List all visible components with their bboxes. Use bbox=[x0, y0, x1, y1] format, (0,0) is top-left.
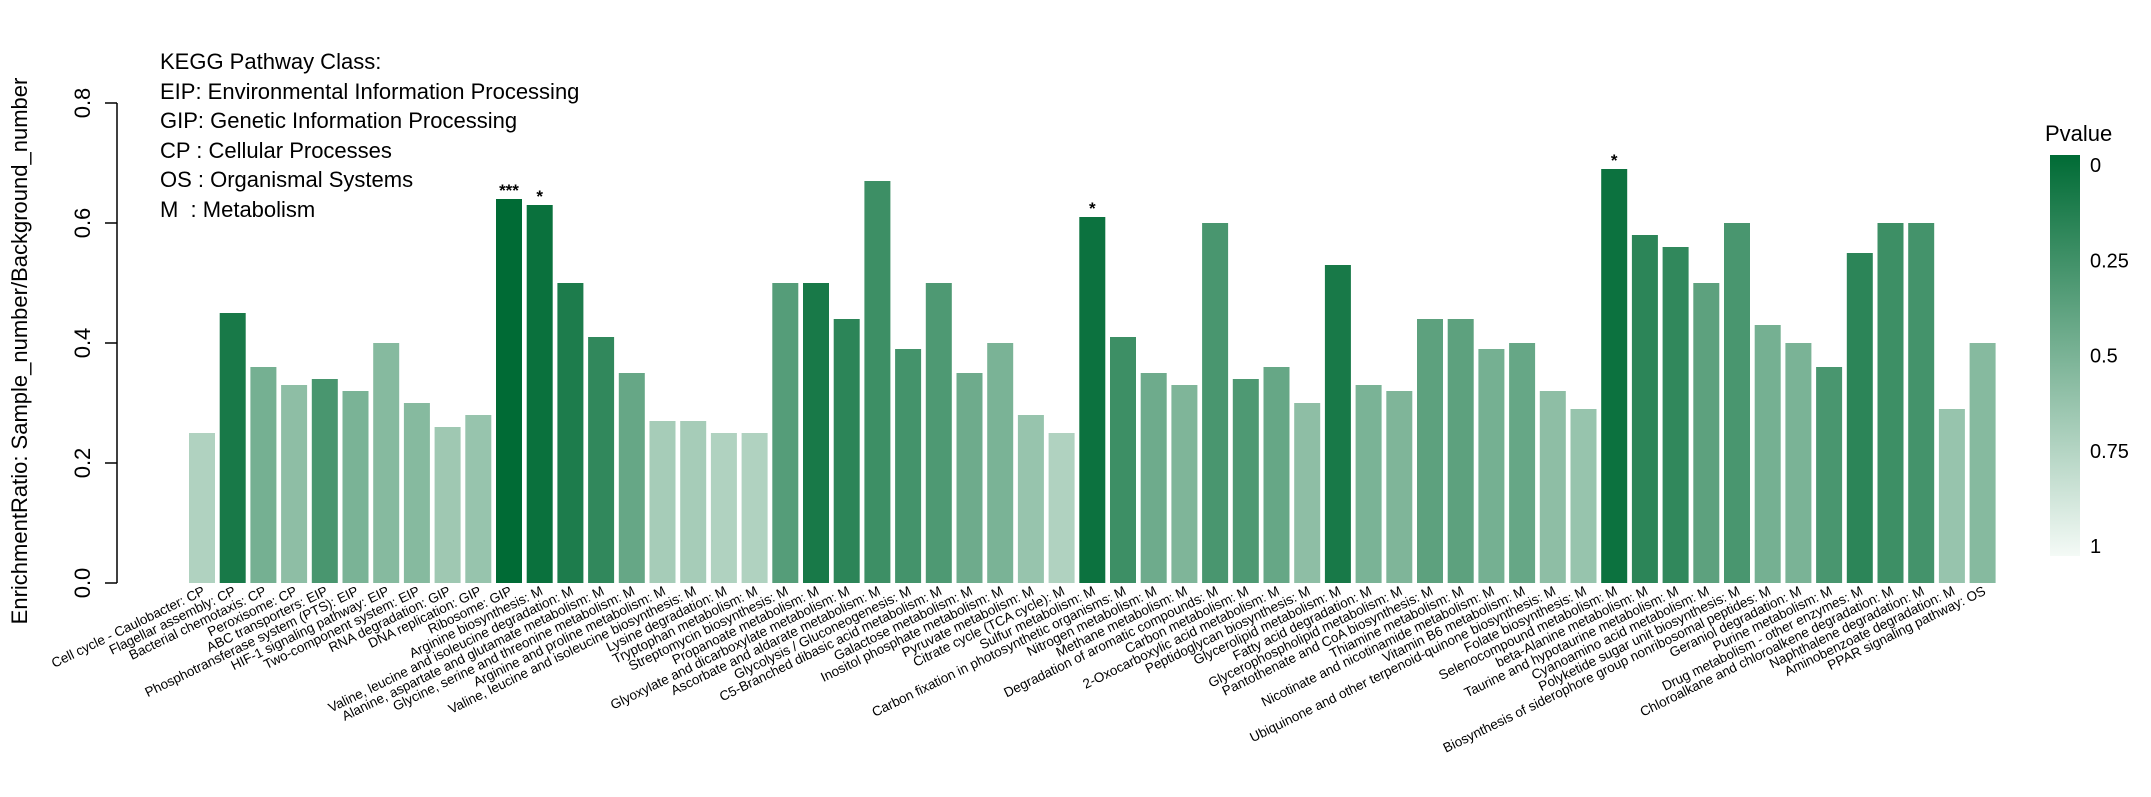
significance-markers: *** *** bbox=[499, 151, 1618, 218]
bar bbox=[1324, 265, 1351, 583]
y-tick-label: 0.2 bbox=[70, 448, 95, 479]
colorbar-tick-label: 1 bbox=[2090, 536, 2101, 558]
bar bbox=[895, 349, 922, 583]
significance-star: * bbox=[536, 187, 543, 206]
bar bbox=[1724, 223, 1750, 583]
pvalue-colorbar: Pvalue 0 0.25 0.5 0.75 1 bbox=[2045, 121, 2129, 558]
colorbar-tick-label: 0.5 bbox=[2090, 346, 2118, 368]
legend-entry-gip: GIP: Genetic Information Processing bbox=[160, 108, 518, 133]
legend-entry-eip: EIP: Environmental Information Processin… bbox=[160, 78, 580, 104]
significance-star: * bbox=[1089, 199, 1096, 218]
bar bbox=[987, 343, 1014, 583]
bar bbox=[311, 379, 338, 583]
bar bbox=[1171, 385, 1198, 583]
bar bbox=[1601, 169, 1628, 583]
colorbar-gradient bbox=[2050, 155, 2080, 556]
colorbar-tick-label: 0.25 bbox=[2090, 250, 2129, 272]
legend-entry-cp: CP : Cellular Processes bbox=[160, 137, 392, 163]
y-axis-label: EnrichmentRatio: Sample_number/Backgroun… bbox=[7, 78, 32, 625]
bar bbox=[250, 367, 277, 583]
bar bbox=[1693, 283, 1720, 583]
bar bbox=[1631, 235, 1658, 583]
bar bbox=[1017, 415, 1044, 583]
bar bbox=[1877, 223, 1904, 583]
bar bbox=[1908, 223, 1935, 583]
bar bbox=[1969, 343, 1996, 583]
y-tick-label: 0.4 bbox=[70, 328, 95, 359]
bar bbox=[1846, 253, 1873, 583]
bar bbox=[1048, 433, 1075, 583]
bar bbox=[189, 433, 215, 583]
bar bbox=[1447, 319, 1474, 583]
bar bbox=[1785, 343, 1812, 583]
colorbar-tick-label: 0.75 bbox=[2090, 441, 2129, 463]
bar bbox=[1294, 403, 1321, 583]
bar bbox=[772, 283, 799, 583]
bar bbox=[710, 433, 737, 583]
bar bbox=[1570, 409, 1597, 583]
bar bbox=[403, 403, 430, 583]
bar bbox=[557, 283, 584, 583]
bar bbox=[741, 433, 768, 583]
bar bbox=[956, 373, 983, 583]
bar bbox=[496, 199, 522, 583]
bar bbox=[281, 385, 308, 583]
bar bbox=[526, 205, 553, 583]
legend-entry-m: M : Metabolism bbox=[160, 196, 316, 222]
bar bbox=[1079, 217, 1106, 583]
y-axis: 0.0 0.2 0.4 0.6 0.8 bbox=[70, 88, 118, 599]
bar bbox=[1816, 367, 1843, 583]
y-tick-label: 0.6 bbox=[70, 208, 95, 239]
y-tick-label: 0.8 bbox=[70, 88, 95, 119]
bar bbox=[1140, 373, 1167, 583]
significance-star: * bbox=[1611, 151, 1618, 170]
bar bbox=[1263, 367, 1290, 583]
bar bbox=[434, 427, 461, 583]
bar bbox=[1938, 409, 1965, 583]
y-tick-label: 0.0 bbox=[70, 568, 95, 599]
bar bbox=[1232, 379, 1259, 583]
bar bbox=[1355, 385, 1382, 583]
bar bbox=[373, 343, 400, 583]
bar bbox=[649, 421, 676, 583]
bar bbox=[1386, 391, 1413, 583]
bar bbox=[465, 415, 492, 583]
bar bbox=[1539, 391, 1566, 583]
pathway-class-legend: KEGG Pathway Class: EIP: Environmental I… bbox=[160, 47, 579, 224]
bar bbox=[925, 283, 952, 583]
legend-entry-os: OS : Organismal Systems bbox=[160, 167, 414, 192]
bar bbox=[864, 181, 891, 583]
bar bbox=[1202, 223, 1229, 583]
bar bbox=[1662, 247, 1689, 583]
bar bbox=[1417, 319, 1443, 583]
bar bbox=[803, 283, 829, 583]
bars bbox=[189, 169, 1996, 583]
bar bbox=[680, 421, 707, 583]
bar bbox=[833, 319, 860, 583]
bar bbox=[618, 373, 645, 583]
colorbar-title: Pvalue bbox=[2045, 121, 2112, 146]
bar bbox=[1509, 343, 1536, 583]
bar bbox=[1754, 325, 1781, 583]
colorbar-tick-label: 0 bbox=[2090, 155, 2101, 177]
bar bbox=[342, 391, 369, 583]
bar bbox=[219, 313, 246, 583]
bar bbox=[1478, 349, 1505, 583]
bar bbox=[588, 337, 615, 583]
bar bbox=[1110, 337, 1136, 583]
significance-star: *** bbox=[499, 181, 519, 200]
legend-title: KEGG Pathway Class: bbox=[160, 49, 382, 74]
